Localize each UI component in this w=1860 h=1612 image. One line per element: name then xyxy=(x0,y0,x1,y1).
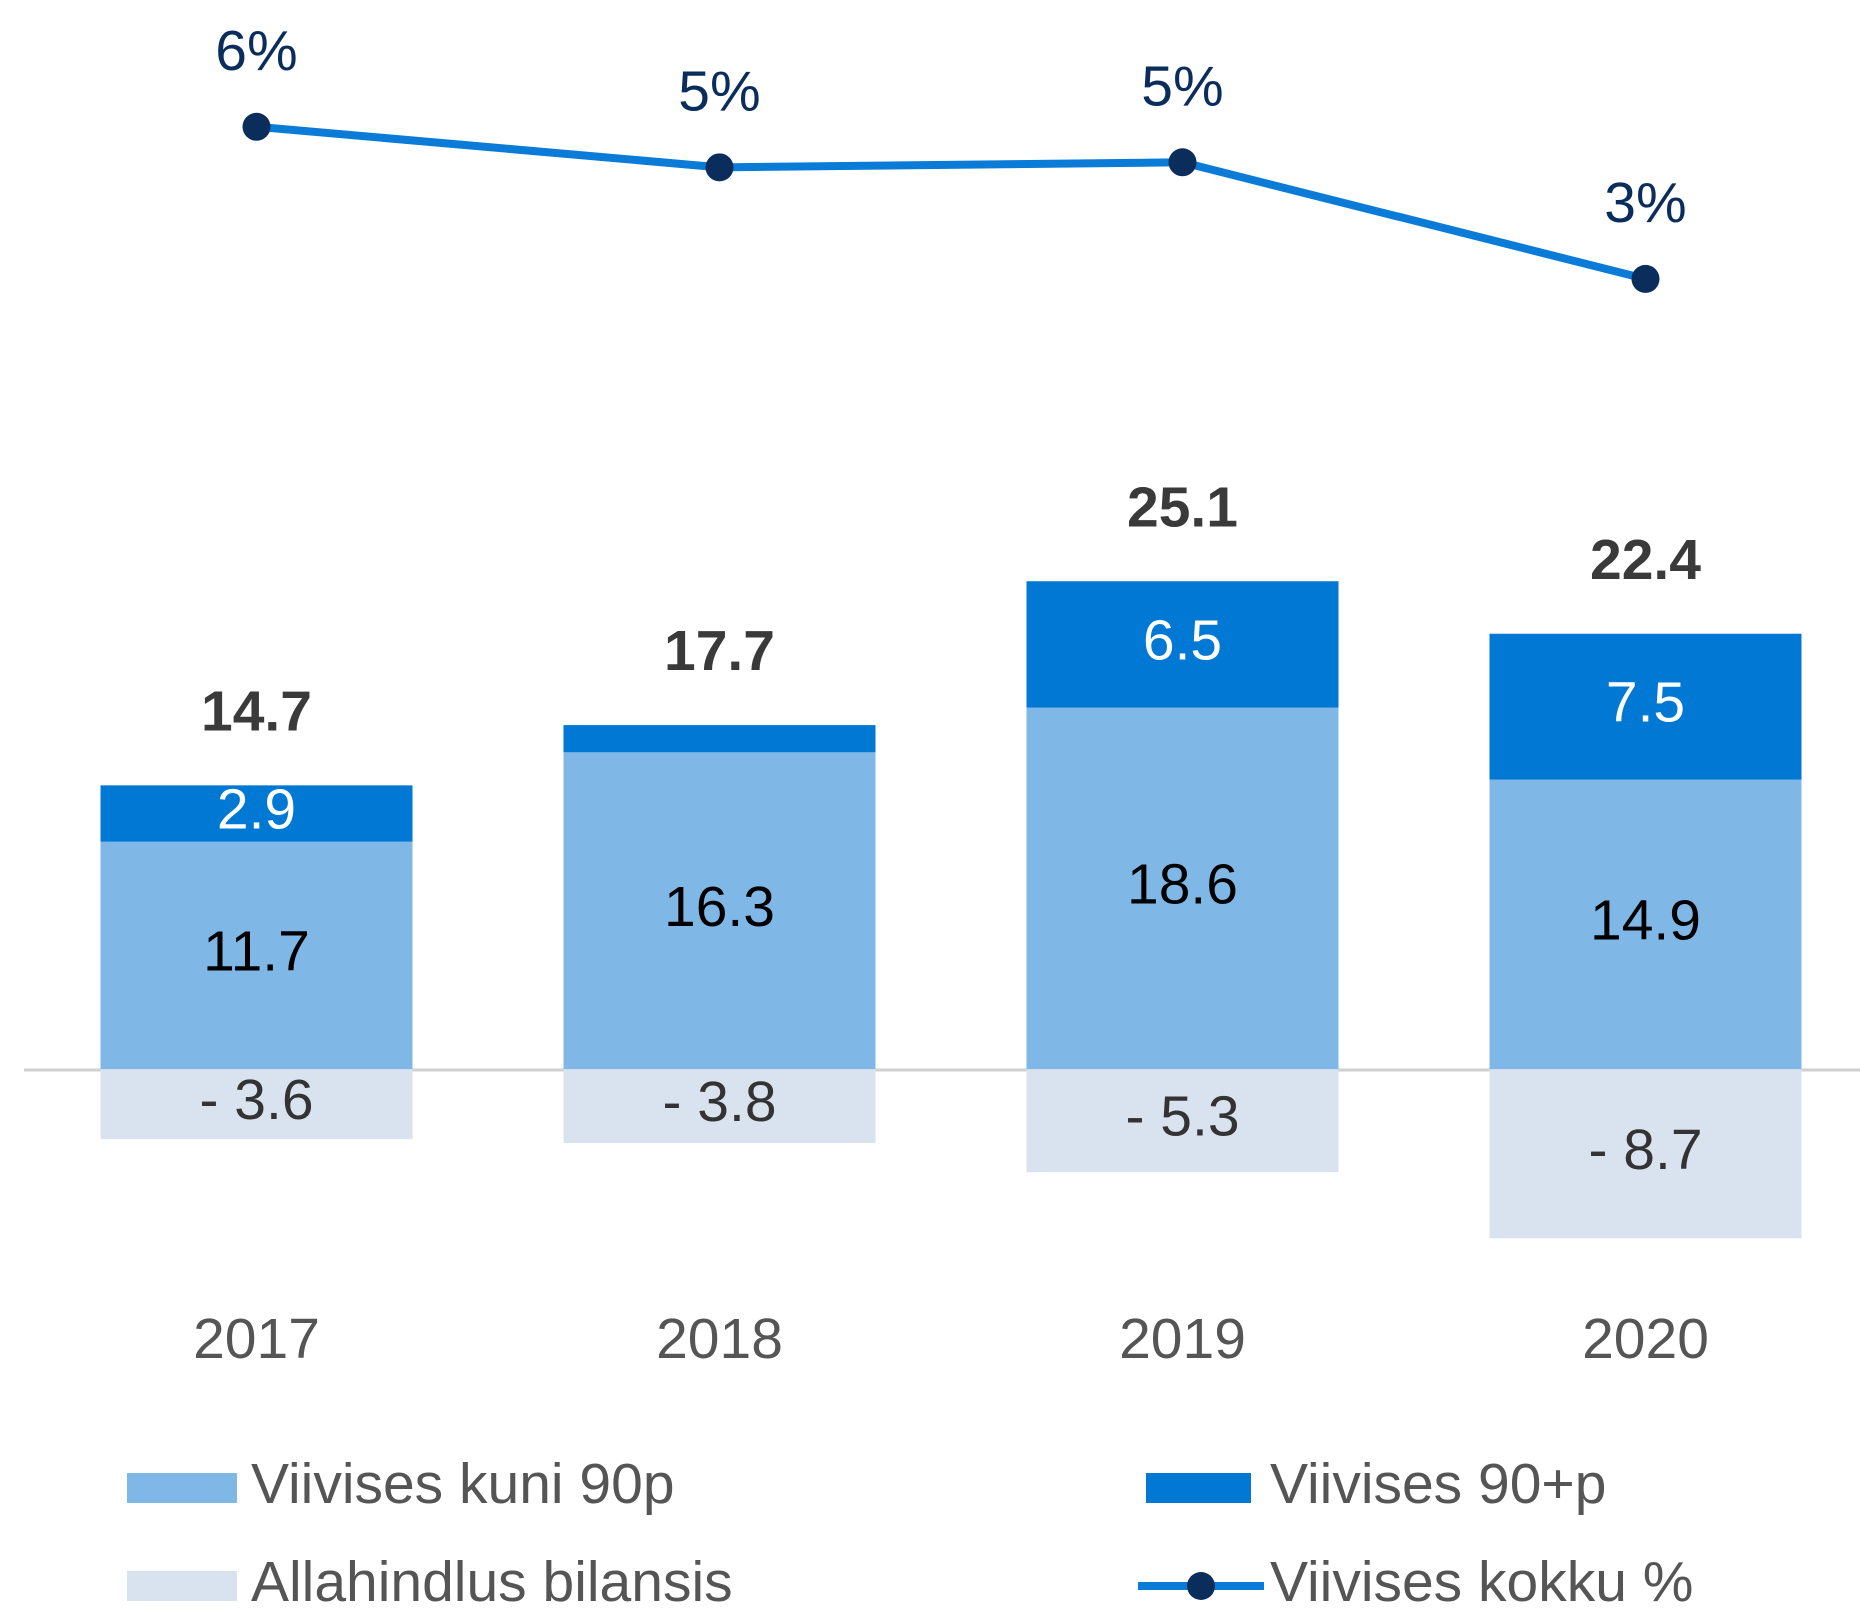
line-marker xyxy=(705,153,734,182)
line-label: 6% xyxy=(215,19,297,83)
bar-segment xyxy=(100,785,413,842)
bar-segment xyxy=(563,1069,876,1144)
bar-segment xyxy=(1026,707,1339,1070)
value-label: - 8.7 xyxy=(1588,1118,1702,1182)
legend-marker xyxy=(1187,1572,1215,1600)
value-label: 6.5 xyxy=(1143,608,1222,672)
line-marker xyxy=(1168,148,1197,177)
bar-segment xyxy=(563,752,876,1070)
value-label: 16.3 xyxy=(664,875,775,939)
legend-label: Viivises kuni 90p xyxy=(251,1452,675,1516)
x-tick-label: 2017 xyxy=(193,1307,320,1371)
total-label: 17.7 xyxy=(664,619,775,683)
line-marker xyxy=(1631,264,1660,293)
value-label: 14.9 xyxy=(1590,888,1701,952)
value-label: - 3.8 xyxy=(662,1070,776,1134)
total-label: 25.1 xyxy=(1127,475,1238,539)
legend-swatch xyxy=(127,1571,237,1601)
total-label: 14.7 xyxy=(201,679,312,743)
bar-segment xyxy=(563,725,876,753)
value-label: - 3.6 xyxy=(199,1068,313,1132)
legend-swatch xyxy=(1146,1473,1251,1503)
value-label: 7.5 xyxy=(1606,671,1685,735)
legend-label: Viivises kokku % xyxy=(1270,1550,1693,1612)
bar-segment xyxy=(1489,1069,1802,1239)
x-tick-label: 2018 xyxy=(656,1307,783,1371)
line-label: 5% xyxy=(678,59,760,123)
bar-segment xyxy=(1026,581,1339,708)
bar-segment xyxy=(100,841,413,1070)
line-label: 5% xyxy=(1141,54,1223,118)
line-label: 3% xyxy=(1604,171,1686,235)
line xyxy=(256,122,1647,283)
bar-segment xyxy=(1489,633,1802,780)
legend-swatch xyxy=(127,1473,237,1503)
bar-segment xyxy=(100,1069,413,1140)
bar-segment xyxy=(1489,779,1802,1070)
x-tick-label: 2019 xyxy=(1119,1307,1246,1371)
total-label: 22.4 xyxy=(1590,528,1701,592)
bar-segment xyxy=(1026,1069,1339,1173)
legend-label: Allahindlus bilansis xyxy=(251,1550,733,1612)
x-tick-label: 2020 xyxy=(1582,1307,1709,1371)
legend-label: Viivises 90+p xyxy=(1270,1452,1606,1516)
value-label: 18.6 xyxy=(1127,852,1238,916)
value-label: - 5.3 xyxy=(1125,1085,1239,1149)
line-marker xyxy=(242,112,271,141)
value-label: 11.7 xyxy=(203,920,310,984)
value-label: 2.9 xyxy=(217,778,296,842)
